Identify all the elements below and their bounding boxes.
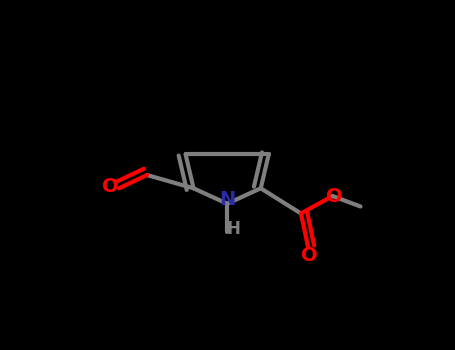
Text: O: O	[102, 177, 119, 196]
Text: O: O	[301, 246, 318, 265]
Text: N: N	[219, 190, 235, 209]
Text: O: O	[326, 187, 343, 206]
Text: H: H	[227, 220, 240, 238]
